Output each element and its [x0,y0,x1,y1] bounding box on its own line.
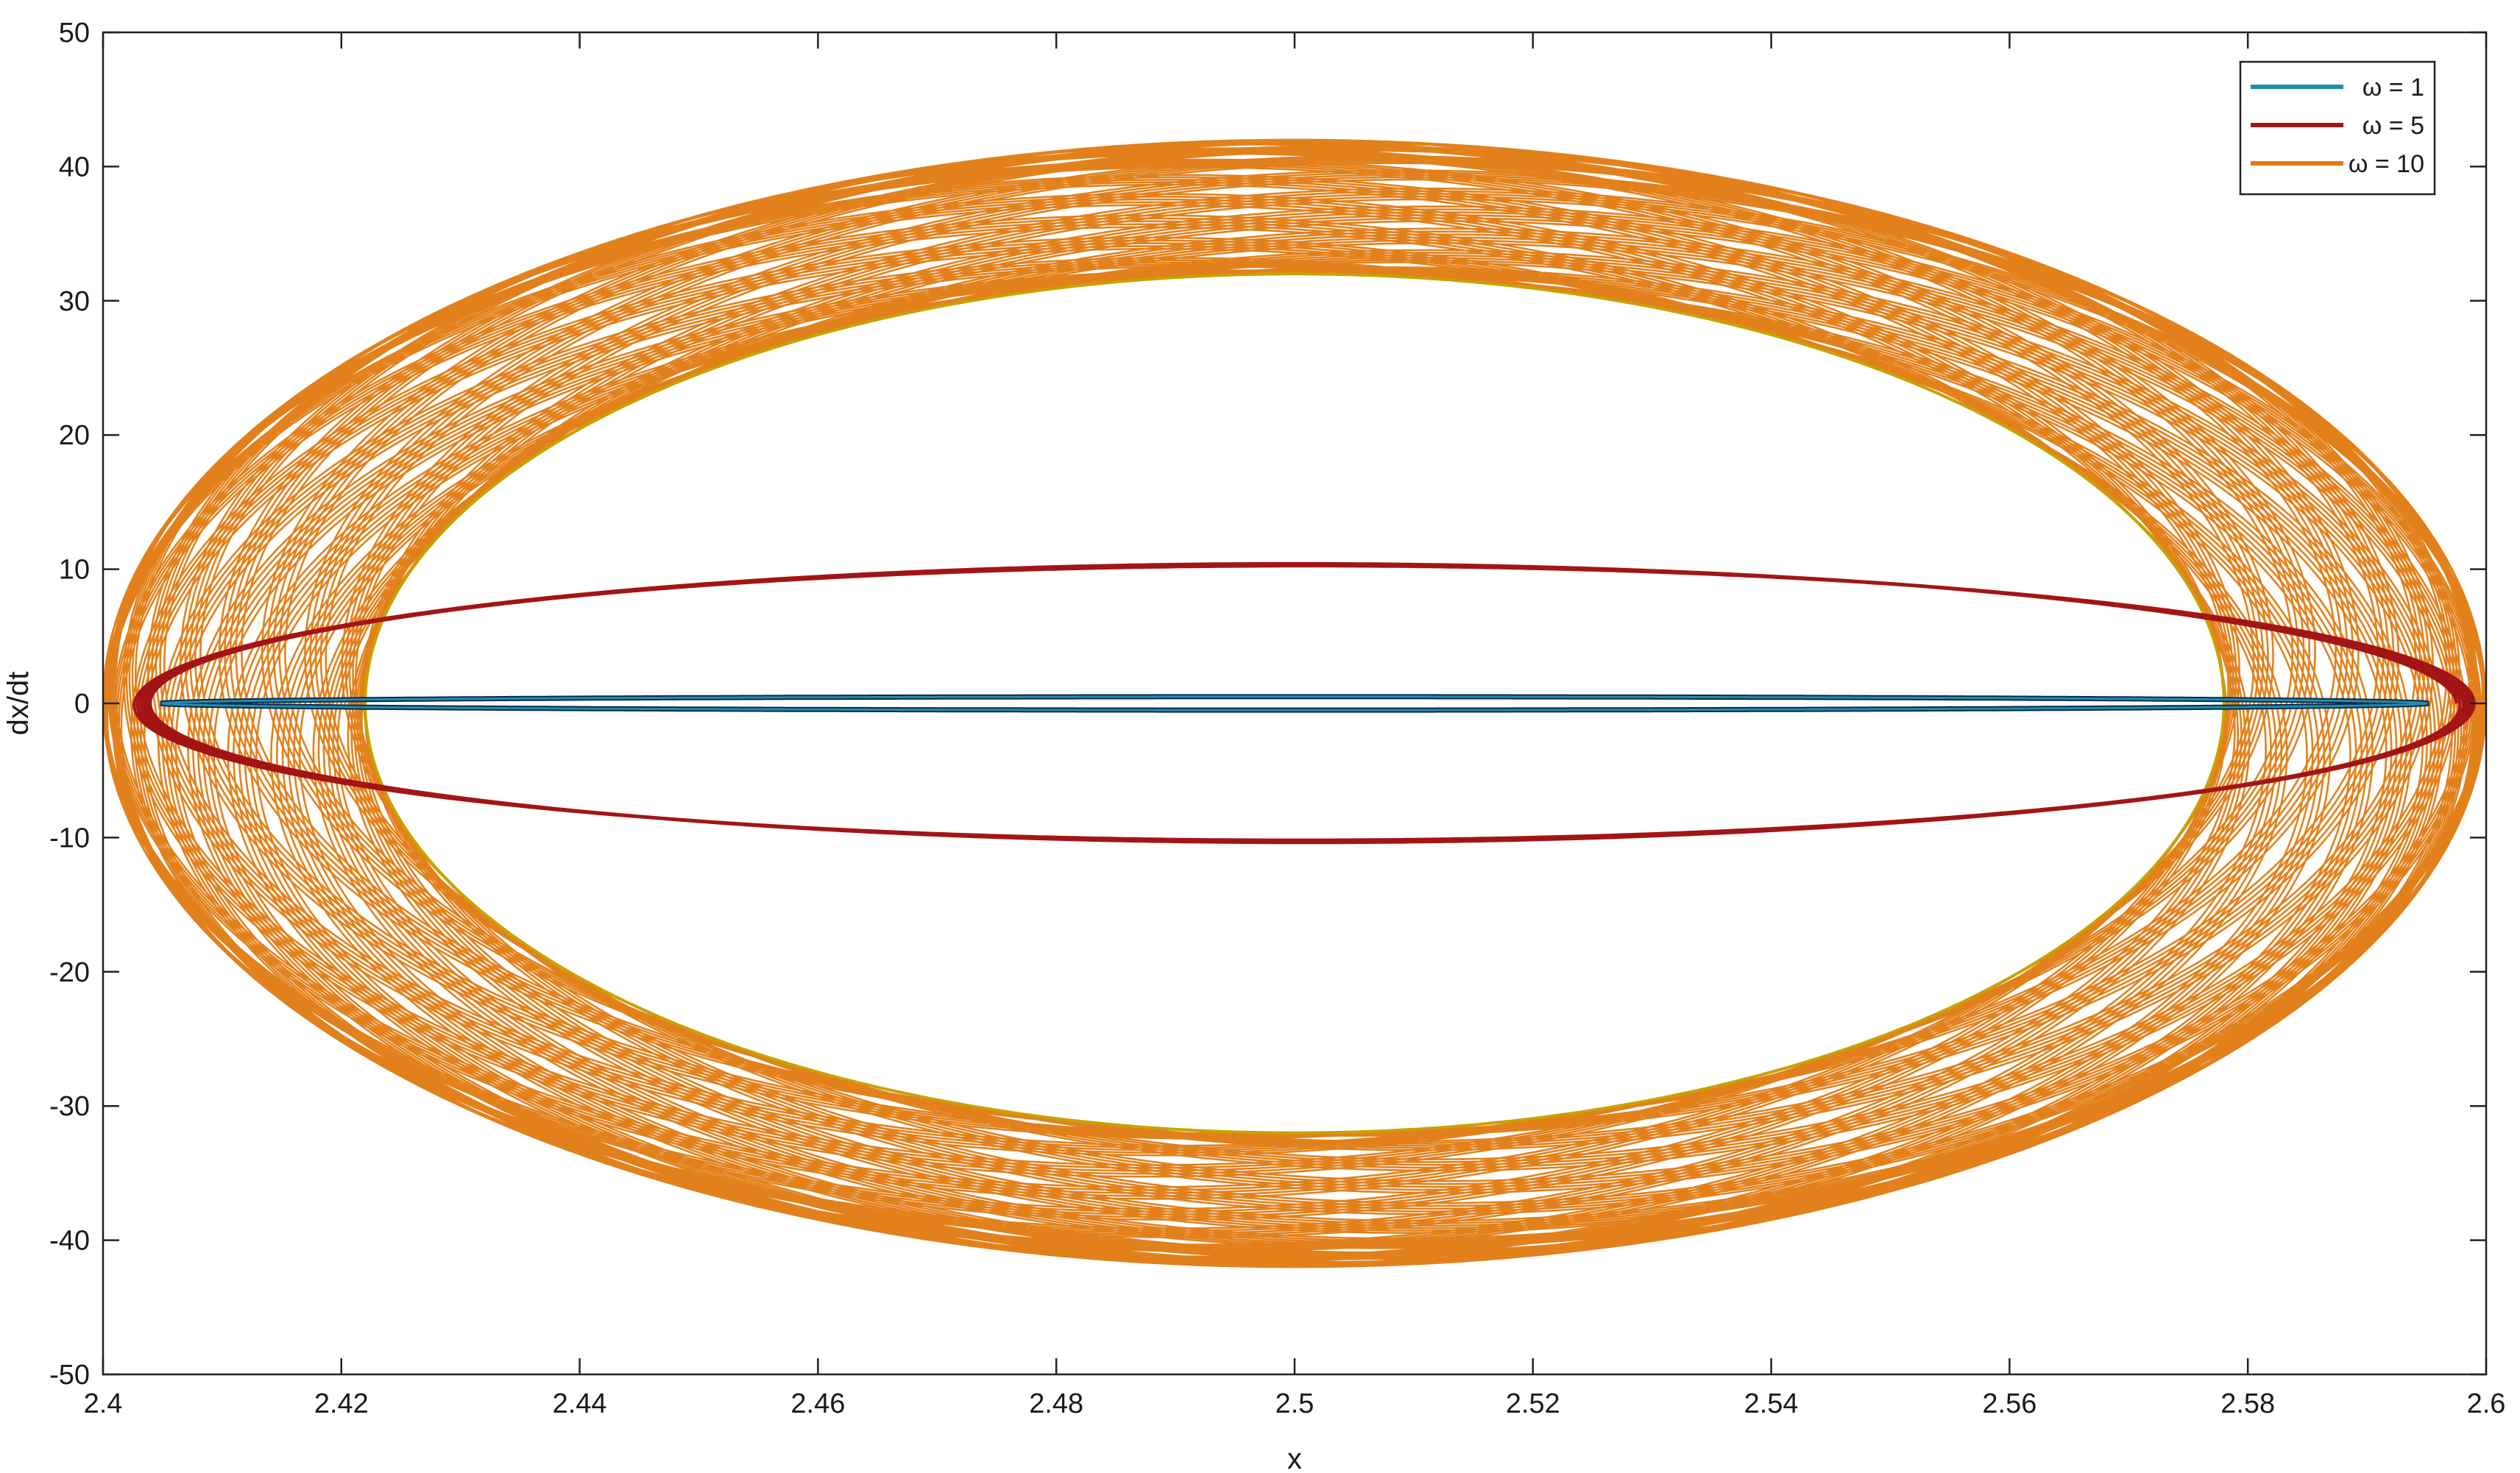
x-tick-label: 2.42 [314,1388,369,1419]
x-tick-label: 2.6 [2467,1388,2506,1419]
x-tick-label: 2.48 [1029,1388,1083,1419]
y-tick-label: 0 [74,689,90,720]
legend-entry-label: ω = 1 [2362,74,2424,102]
x-tick-label: 2.5 [1275,1388,1314,1419]
y-tick-label: -50 [49,1360,90,1391]
x-tick-label: 2.4 [84,1388,123,1419]
legend-entry-label: ω = 5 [2362,112,2424,140]
y-tick-label: -30 [49,1091,90,1122]
y-tick-label: 30 [59,286,90,317]
legend-entry-label: ω = 10 [2349,150,2424,178]
x-tick-label: 2.44 [553,1388,607,1419]
legend: ω = 1 ω = 5 ω = 10 [2239,60,2436,196]
y-axis-label: dx/dt [2,672,35,736]
x-tick-label: 2.58 [2220,1388,2275,1419]
x-tick-label: 2.46 [790,1388,845,1419]
x-tick-label: 2.52 [1506,1388,1560,1419]
y-tick-label: -40 [49,1226,90,1257]
series-omega-10-line [103,138,2486,1268]
y-tick-label: 20 [59,420,90,451]
y-tick-label: -10 [49,823,90,853]
x-tick-label: 2.54 [1744,1388,1799,1419]
series-omega-10-inner-envelope [364,272,2226,1135]
y-tick-label: 40 [59,152,90,182]
legend-box [2239,60,2436,196]
x-tick-label: 2.56 [1982,1388,2036,1419]
x-axis-label: x [1287,1443,1302,1473]
y-tick-label: -20 [49,957,90,988]
axes: 2.4 2.42 2.44 2.46 2.48 2.5 2.52 2.54 2.56 2.58 2.… [2,18,2505,1473]
y-tick-label: 10 [59,555,90,586]
series-omega-1-line [161,695,2428,711]
y-tick-label: 50 [59,18,90,49]
